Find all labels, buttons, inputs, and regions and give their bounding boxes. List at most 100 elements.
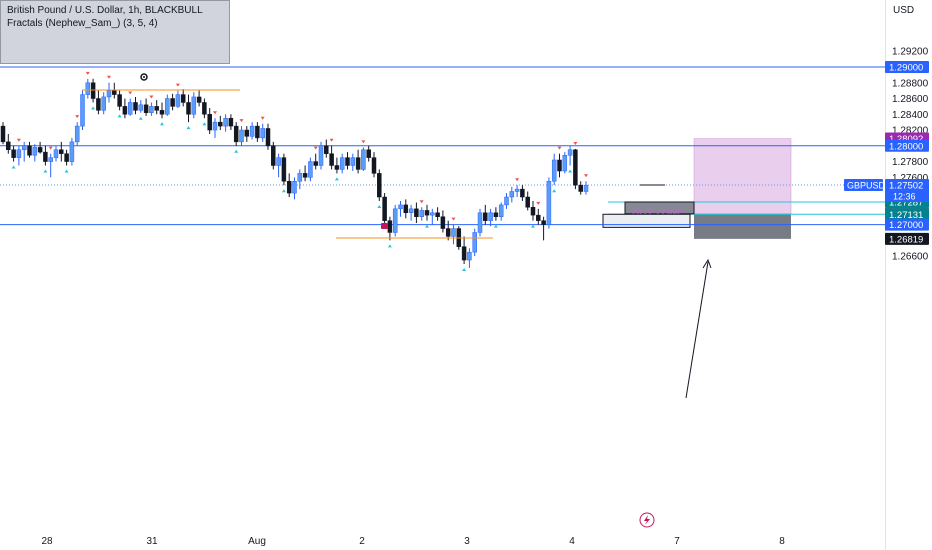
candle[interactable]: [27, 141, 32, 158]
candle[interactable]: [345, 152, 350, 170]
candle[interactable]: [286, 173, 292, 198]
candle[interactable]: [318, 141, 324, 170]
candle[interactable]: [324, 139, 329, 158]
candle[interactable]: [467, 248, 472, 268]
price-label[interactable]: 1.26819: [885, 232, 929, 246]
candle[interactable]: [212, 118, 218, 138]
indicator-label[interactable]: Fractals (Nephew_Sam_) (3, 5, 4): [7, 18, 158, 29]
candle[interactable]: [85, 78, 91, 99]
candle[interactable]: [329, 145, 334, 170]
candle[interactable]: [472, 228, 477, 257]
candle[interactable]: [419, 207, 424, 221]
candle[interactable]: [96, 90, 101, 115]
candle[interactable]: [488, 208, 493, 227]
price-label[interactable]: 1.27131: [885, 208, 929, 221]
candle[interactable]: [514, 185, 520, 198]
candle[interactable]: [583, 181, 589, 195]
projection-arrow[interactable]: [685, 261, 709, 399]
candle[interactable]: [403, 199, 409, 219]
candle[interactable]: [228, 114, 234, 131]
candle[interactable]: [186, 94, 191, 123]
candle[interactable]: [90, 78, 96, 103]
price-label[interactable]: 1.29000: [885, 61, 929, 74]
candle[interactable]: [265, 123, 271, 150]
candle[interactable]: [551, 153, 557, 186]
candle[interactable]: [392, 204, 398, 237]
candle[interactable]: [451, 224, 456, 245]
candle[interactable]: [69, 137, 75, 166]
candle[interactable]: [557, 153, 562, 178]
candle[interactable]: [196, 90, 202, 107]
candle[interactable]: [80, 90, 85, 131]
candle[interactable]: [233, 122, 239, 146]
candle[interactable]: [424, 204, 430, 221]
candle[interactable]: [159, 102, 165, 119]
price-label[interactable]: 1.28000: [885, 139, 929, 153]
candle[interactable]: [382, 193, 387, 225]
support-zone-box[interactable]: [602, 213, 691, 228]
candle[interactable]: [414, 202, 419, 224]
candle[interactable]: [249, 122, 255, 140]
candle[interactable]: [509, 186, 515, 203]
candle[interactable]: [48, 153, 53, 178]
candle[interactable]: [435, 207, 440, 221]
candle[interactable]: [53, 145, 59, 162]
candle[interactable]: [445, 220, 451, 241]
candle[interactable]: [350, 153, 356, 172]
candle[interactable]: [74, 122, 80, 146]
candle[interactable]: [101, 92, 106, 115]
candle[interactable]: [366, 145, 371, 162]
candle[interactable]: [483, 204, 488, 225]
candle[interactable]: [355, 149, 361, 174]
candle[interactable]: [398, 200, 403, 217]
candle[interactable]: [127, 98, 133, 116]
candle[interactable]: [334, 157, 340, 174]
candle[interactable]: [6, 133, 11, 154]
candle[interactable]: [149, 102, 154, 116]
candle[interactable]: [260, 123, 265, 142]
candle[interactable]: [546, 177, 552, 229]
candle[interactable]: [573, 148, 578, 190]
candle[interactable]: [133, 96, 138, 115]
candle[interactable]: [207, 107, 212, 134]
candle[interactable]: [302, 165, 308, 182]
candle[interactable]: [154, 100, 159, 115]
candle[interactable]: [0, 122, 6, 145]
candle[interactable]: [530, 200, 536, 221]
stop-zone[interactable]: [694, 213, 791, 239]
candle[interactable]: [32, 144, 38, 162]
candle[interactable]: [541, 216, 546, 241]
candle[interactable]: [567, 145, 573, 166]
candle[interactable]: [297, 169, 303, 190]
candle[interactable]: [292, 177, 297, 200]
candle[interactable]: [562, 152, 568, 174]
candle[interactable]: [461, 236, 467, 264]
candle[interactable]: [271, 141, 276, 170]
candle[interactable]: [525, 191, 530, 211]
candle[interactable]: [239, 126, 244, 146]
candle[interactable]: [536, 208, 541, 225]
candle[interactable]: [64, 149, 69, 166]
candle[interactable]: [223, 114, 228, 132]
candle[interactable]: [281, 153, 287, 186]
candle[interactable]: [244, 126, 250, 142]
candle[interactable]: [361, 147, 366, 172]
candle[interactable]: [11, 145, 16, 162]
candle[interactable]: [408, 204, 414, 221]
candle[interactable]: [493, 207, 499, 221]
candle[interactable]: [498, 202, 504, 221]
candle[interactable]: [43, 145, 48, 166]
candle[interactable]: [313, 153, 318, 170]
candle[interactable]: [477, 208, 483, 237]
candle[interactable]: [308, 157, 313, 182]
candle[interactable]: [377, 169, 382, 201]
candle[interactable]: [520, 185, 525, 201]
candle[interactable]: [504, 193, 509, 209]
candle[interactable]: [170, 93, 175, 111]
candle[interactable]: [276, 153, 281, 178]
price-axis[interactable]: [885, 0, 932, 550]
price-label[interactable]: 1.27000: [885, 218, 929, 232]
candle[interactable]: [106, 82, 112, 103]
candle[interactable]: [21, 141, 27, 162]
